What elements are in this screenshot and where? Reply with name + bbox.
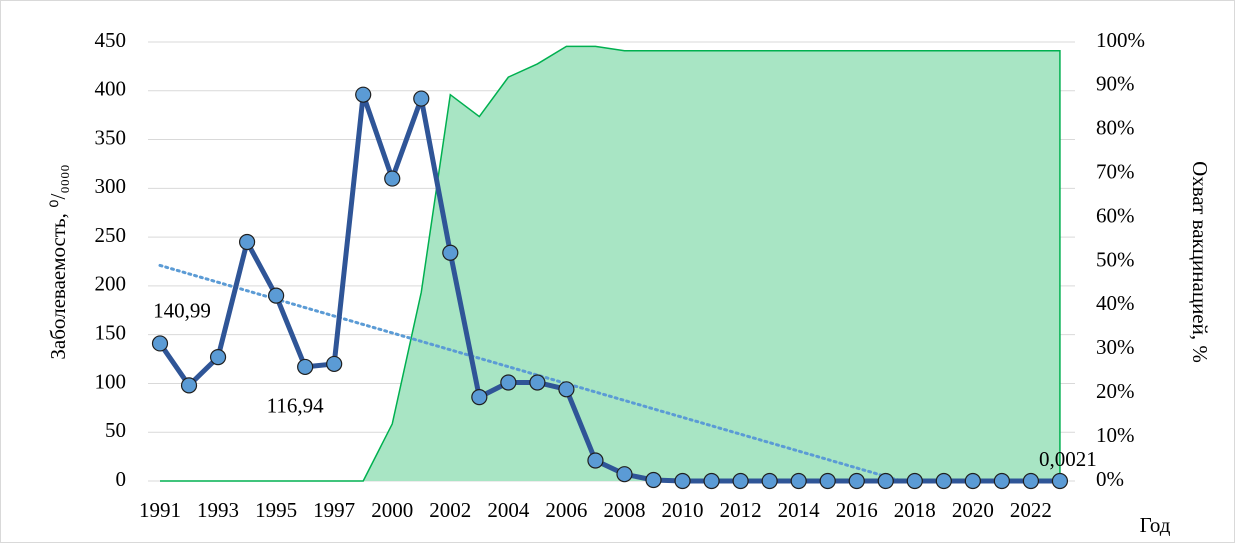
marker	[500, 374, 517, 391]
x-tick-label: 2014	[778, 498, 821, 522]
marker	[268, 287, 285, 304]
y-axis-label: Заболеваемость, ⁰/₀₀₀₀	[46, 164, 70, 359]
marker	[529, 374, 546, 391]
y-tick-label: 150	[95, 320, 127, 344]
x-tick-label: 2008	[603, 498, 645, 522]
marker	[238, 233, 256, 251]
marker	[935, 472, 952, 490]
x-tick-label: 2012	[720, 498, 762, 522]
y2-tick-label: 90%	[1096, 72, 1135, 96]
marker	[674, 472, 691, 490]
y2-tick-label: 100%	[1096, 28, 1145, 52]
marker	[442, 244, 459, 261]
marker	[209, 349, 227, 366]
marker	[645, 471, 662, 489]
marker	[790, 472, 807, 490]
data-label: 140,99	[153, 298, 211, 322]
marker	[1022, 472, 1040, 490]
marker	[384, 170, 401, 187]
marker	[413, 90, 430, 107]
marker	[180, 377, 198, 394]
y-tick-label: 0	[116, 467, 127, 491]
marker	[761, 472, 778, 490]
y2-tick-label: 30%	[1096, 335, 1135, 359]
marker	[355, 86, 372, 103]
x-tick-label: 1995	[255, 498, 297, 522]
y2-tick-label: 20%	[1096, 379, 1135, 403]
marker	[616, 466, 633, 483]
y-tick-label: 200	[95, 272, 127, 296]
marker	[558, 381, 575, 398]
x-tick-label: 2004	[487, 498, 530, 522]
y-tick-label: 100	[95, 369, 127, 393]
y2-tick-label: 70%	[1096, 160, 1135, 184]
trendline	[158, 263, 904, 483]
area	[160, 46, 1060, 481]
y-tick-label: 250	[95, 223, 127, 247]
y-tick-label: 350	[95, 125, 127, 149]
x-tick-label: 2020	[952, 498, 994, 522]
y2-tick-label: 40%	[1096, 291, 1135, 315]
marker	[587, 452, 604, 469]
x-tick-label: 1991	[139, 498, 181, 522]
marker	[964, 472, 981, 490]
x-tick-label: 1993	[197, 498, 239, 522]
x-tick-label: 2016	[836, 498, 878, 522]
x-tick-label: 2010	[662, 498, 704, 522]
y2-axis-label: Охват вакцинацией, %	[1188, 161, 1212, 363]
marker	[993, 472, 1010, 490]
marker	[151, 335, 169, 352]
x-axis-label: Год	[1140, 513, 1171, 537]
y2-tick-label: 0%	[1096, 467, 1124, 491]
marker	[326, 355, 343, 373]
marker	[1051, 472, 1069, 490]
y2-tick-label: 10%	[1096, 423, 1135, 447]
x-tick-label: 2018	[894, 498, 936, 522]
y-tick-label: 400	[95, 77, 127, 101]
y2-tick-label: 60%	[1096, 203, 1135, 227]
marker	[906, 472, 923, 490]
x-tick-label: 2002	[429, 498, 471, 522]
marker	[848, 472, 865, 490]
area-edge	[160, 45, 1061, 482]
marker	[819, 472, 836, 490]
x-tick-label: 2000	[371, 498, 413, 522]
y-tick-label: 300	[95, 174, 127, 198]
x-tick-label: 2022	[1010, 498, 1052, 522]
y2-tick-label: 50%	[1096, 247, 1135, 271]
marker	[471, 389, 488, 406]
marker	[703, 472, 720, 490]
marker	[732, 472, 749, 490]
y-tick-label: 450	[95, 28, 127, 52]
y2-tick-label: 80%	[1096, 116, 1135, 140]
data-label: 0,0021	[1039, 447, 1097, 471]
marker	[877, 472, 894, 490]
y-tick-label: 50	[105, 418, 126, 442]
x-tick-label: 1997	[313, 498, 355, 522]
x-tick-label: 2006	[545, 498, 587, 522]
data-label: 116,94	[267, 394, 324, 418]
marker	[297, 358, 314, 376]
